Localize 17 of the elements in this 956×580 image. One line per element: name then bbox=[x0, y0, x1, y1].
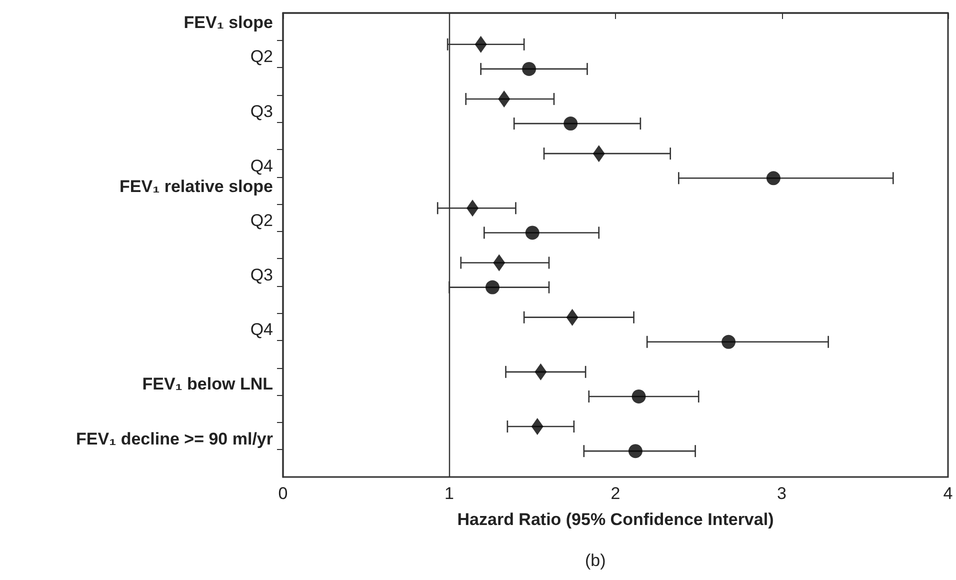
y-tick-label: Q3 bbox=[250, 266, 273, 285]
y-tick-label: FEV₁ below LNL bbox=[142, 374, 273, 394]
y-tick-label: Q2 bbox=[250, 210, 273, 230]
y-tick-label: FEV₁ slope bbox=[184, 13, 273, 32]
y-tick-label: Q3 bbox=[250, 102, 273, 121]
x-tick-label: 1 bbox=[444, 484, 454, 503]
y-tick-label: Q2 bbox=[250, 47, 273, 66]
text: (b) bbox=[585, 551, 606, 570]
x-tick-label: 2 bbox=[610, 484, 620, 503]
y-tick-label: Q4 bbox=[250, 320, 273, 340]
y-tick-label: Q4 bbox=[250, 156, 273, 176]
x-tick-label: 0 bbox=[278, 484, 288, 503]
x-tick-label: 3 bbox=[777, 484, 786, 503]
y-tick-label: FEV₁ decline >= 90 ml/yr bbox=[76, 429, 274, 448]
x-axis-title: Hazard Ratio (95% Confidence Interval) bbox=[457, 510, 774, 529]
x-tick-label: 4 bbox=[943, 484, 953, 503]
y-tick-label: FEV₁ relative slope bbox=[120, 176, 273, 196]
